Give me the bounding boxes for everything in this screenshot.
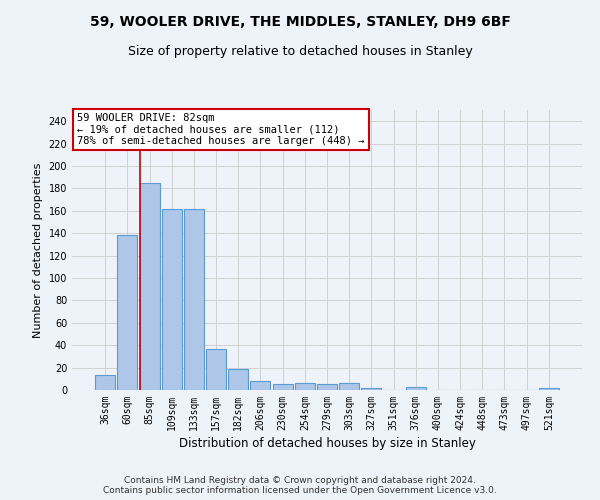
Bar xyxy=(184,208,204,390)
Bar xyxy=(295,384,315,390)
Bar xyxy=(250,381,271,390)
Bar xyxy=(162,208,182,390)
X-axis label: Distribution of detached houses by size in Stanley: Distribution of detached houses by size … xyxy=(179,437,475,450)
Text: Size of property relative to detached houses in Stanley: Size of property relative to detached ho… xyxy=(128,45,472,58)
Text: 59 WOOLER DRIVE: 82sqm
← 19% of detached houses are smaller (112)
78% of semi-de: 59 WOOLER DRIVE: 82sqm ← 19% of detached… xyxy=(77,113,365,146)
Bar xyxy=(339,384,359,390)
Bar xyxy=(406,386,426,390)
Bar xyxy=(361,388,382,390)
Bar xyxy=(206,348,226,390)
Bar xyxy=(317,384,337,390)
Bar xyxy=(228,368,248,390)
Bar xyxy=(118,236,137,390)
Bar xyxy=(539,388,559,390)
Text: Contains HM Land Registry data © Crown copyright and database right 2024.
Contai: Contains HM Land Registry data © Crown c… xyxy=(103,476,497,495)
Bar xyxy=(140,183,160,390)
Bar xyxy=(272,384,293,390)
Text: 59, WOOLER DRIVE, THE MIDDLES, STANLEY, DH9 6BF: 59, WOOLER DRIVE, THE MIDDLES, STANLEY, … xyxy=(89,15,511,29)
Y-axis label: Number of detached properties: Number of detached properties xyxy=(33,162,43,338)
Bar xyxy=(95,376,115,390)
